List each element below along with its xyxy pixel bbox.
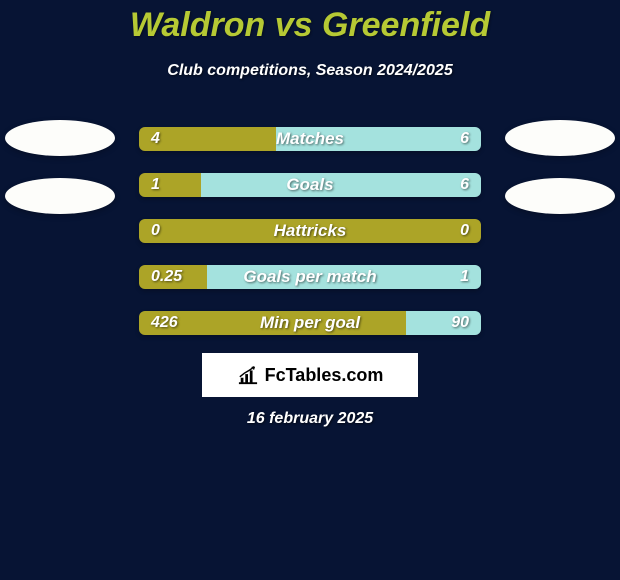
stat-bar-left — [139, 265, 207, 289]
page-subtitle: Club competitions, Season 2024/2025 — [0, 62, 620, 80]
page-title: Waldron vs Greenfield — [0, 6, 620, 45]
brand-inner: FcTables.com — [237, 365, 384, 386]
stat-bar-right — [406, 311, 481, 335]
date-line: 16 february 2025 — [0, 410, 620, 428]
stat-bar-left — [139, 219, 481, 243]
stat-row: 16Goals — [139, 173, 481, 197]
stat-bars: 46Matches 16Goals 00Hattricks 0.251Goals pe… — [139, 127, 481, 335]
team-logo-left-2 — [5, 178, 115, 214]
stat-bar-right — [201, 173, 481, 197]
stat-bar-left — [139, 127, 276, 151]
stat-bar-left — [139, 173, 201, 197]
brand-text: FcTables.com — [265, 365, 384, 386]
brand-box: FcTables.com — [202, 353, 418, 397]
team-logo-right-2 — [505, 178, 615, 214]
stat-row: 0.251Goals per match — [139, 265, 481, 289]
comparison-canvas: Waldron vs Greenfield Club competitions,… — [0, 0, 620, 580]
stat-bar-right — [207, 265, 481, 289]
bar-chart-icon — [237, 365, 259, 385]
team-logo-left-1 — [5, 120, 115, 156]
left-logo-column — [0, 120, 120, 214]
stat-row: 00Hattricks — [139, 219, 481, 243]
stat-row: 46Matches — [139, 127, 481, 151]
stat-bar-left — [139, 311, 406, 335]
team-logo-right-1 — [505, 120, 615, 156]
stat-bar-right — [276, 127, 481, 151]
right-logo-column — [500, 120, 620, 214]
stat-row: 42690Min per goal — [139, 311, 481, 335]
